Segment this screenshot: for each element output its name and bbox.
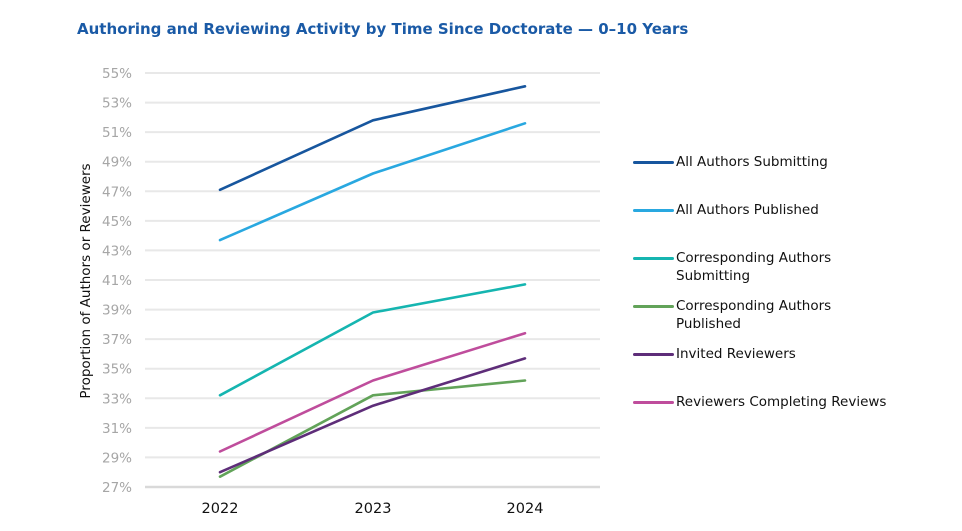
legend-label: Invited Reviewers	[676, 346, 796, 362]
legend-item-invited-reviewers: Invited Reviewers	[633, 345, 926, 363]
y-tick-label: 51%	[102, 125, 132, 141]
legend-swatch	[633, 305, 674, 308]
y-tick-label: 55%	[102, 66, 132, 82]
y-tick-label: 37%	[102, 332, 132, 348]
legend-swatch	[633, 353, 674, 356]
y-tick-label: 29%	[102, 450, 132, 466]
legend-swatch	[633, 401, 674, 404]
series-line	[218, 122, 527, 242]
x-axis-ticks: 2022 2023 2024	[202, 501, 544, 517]
legend-item-corresponding-authors-published: Corresponding Authors Published	[633, 297, 866, 333]
legend-swatch	[633, 257, 674, 260]
series-lines	[218, 85, 527, 479]
legend-item-all-authors-published: All Authors Published	[633, 201, 926, 219]
legend-label: Corresponding Authors Submitting	[676, 250, 832, 284]
y-tick-label: 47%	[102, 184, 132, 200]
legend-item-reviewers-completing-reviews: Reviewers Completing Reviews	[633, 393, 926, 411]
y-tick-label: 33%	[102, 391, 132, 407]
x-tick-label: 2022	[202, 501, 239, 517]
chart-title: Authoring and Reviewing Activity by Time…	[77, 20, 689, 38]
y-tick-label: 39%	[102, 303, 132, 319]
y-tick-label: 41%	[102, 273, 132, 289]
series-line	[218, 357, 527, 474]
x-tick-label: 2024	[507, 501, 544, 517]
legend-item-all-authors-submitting: All Authors Submitting	[633, 153, 926, 171]
gridlines	[145, 72, 600, 489]
series-line	[218, 85, 527, 192]
legend-label: Reviewers Completing Reviews	[676, 394, 887, 410]
y-tick-label: 45%	[102, 214, 132, 230]
x-tick-label: 2023	[355, 501, 392, 517]
y-tick-label: 43%	[102, 243, 132, 259]
y-axis-ticks: 55% 53% 51% 49% 47% 45% 43% 41% 39% 37% 35% 33% 31% 2…	[102, 66, 132, 496]
legend-label: Corresponding Authors Published	[676, 298, 832, 332]
y-tick-label: 53%	[102, 96, 132, 112]
legend-swatch	[633, 161, 674, 164]
y-tick-label: 49%	[102, 155, 132, 171]
y-tick-label: 27%	[102, 480, 132, 496]
series-line	[218, 331, 527, 453]
legend-item-corresponding-authors-submitting: Corresponding Authors Submitting	[633, 249, 866, 285]
legend-label: All Authors Published	[676, 202, 819, 218]
y-tick-label: 35%	[102, 362, 132, 378]
legend-label: All Authors Submitting	[676, 154, 828, 170]
series-line	[218, 283, 527, 397]
legend-swatch	[633, 209, 674, 212]
y-tick-label: 31%	[102, 421, 132, 437]
